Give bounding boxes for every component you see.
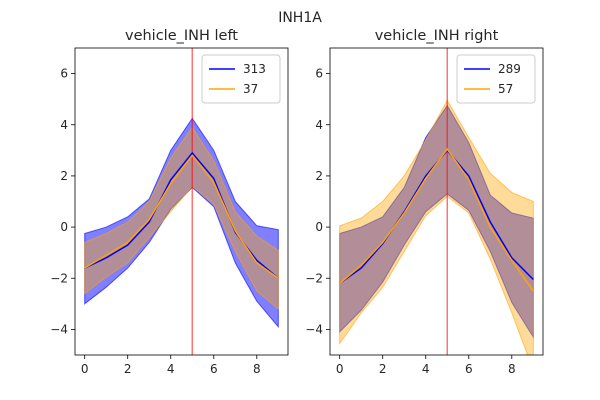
- axes-frame: [74, 47, 289, 356]
- x-tick-label: 2: [379, 362, 387, 376]
- y-tick-label: 2: [315, 169, 323, 183]
- y-tick-label: 4: [60, 118, 68, 132]
- legend-label-57: 57: [498, 82, 513, 96]
- x-tick-label: 0: [336, 362, 344, 376]
- y-tick-label: 0: [315, 220, 323, 234]
- x-tick-label: 4: [167, 362, 175, 376]
- plot-area: [339, 48, 534, 355]
- confidence-band-37: [84, 126, 279, 311]
- x-tick-label: 8: [508, 362, 516, 376]
- axes-frame: [329, 47, 544, 356]
- y-tick-label: 4: [315, 118, 323, 132]
- figure-suptitle: INH1A: [278, 10, 322, 26]
- x-tick-label: 6: [465, 362, 473, 376]
- y-tick-label: 0: [60, 220, 68, 234]
- plot-area: [84, 48, 279, 355]
- legend-box: [456, 54, 536, 104]
- x-tick-label: 2: [124, 362, 132, 376]
- x-tick-label: 8: [253, 362, 261, 376]
- x-tick-label: 0: [81, 362, 89, 376]
- legend-box: [201, 54, 281, 104]
- legend-label-289: 289: [498, 62, 521, 76]
- legend-label-313: 313: [243, 62, 266, 76]
- series-line-37: [84, 154, 279, 279]
- y-tick-label: −2: [50, 271, 68, 285]
- y-tick-label: 6: [315, 67, 323, 81]
- y-tick-label: −4: [50, 322, 68, 336]
- x-tick-label: 6: [210, 362, 218, 376]
- x-tick-label: 4: [422, 362, 430, 376]
- y-tick-label: 2: [60, 169, 68, 183]
- y-tick-label: −4: [305, 322, 323, 336]
- y-tick-label: −2: [305, 271, 323, 285]
- y-tick-label: 6: [60, 67, 68, 81]
- series-line-57: [339, 147, 534, 292]
- legend-label-37: 37: [243, 82, 258, 96]
- subplot-title: vehicle_INH left: [125, 28, 238, 44]
- confidence-band-313: [84, 117, 279, 329]
- subplot-title: vehicle_INH right: [375, 28, 499, 44]
